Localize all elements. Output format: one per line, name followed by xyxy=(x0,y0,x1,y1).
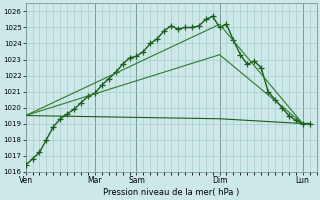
X-axis label: Pression niveau de la mer( hPa ): Pression niveau de la mer( hPa ) xyxy=(103,188,239,197)
